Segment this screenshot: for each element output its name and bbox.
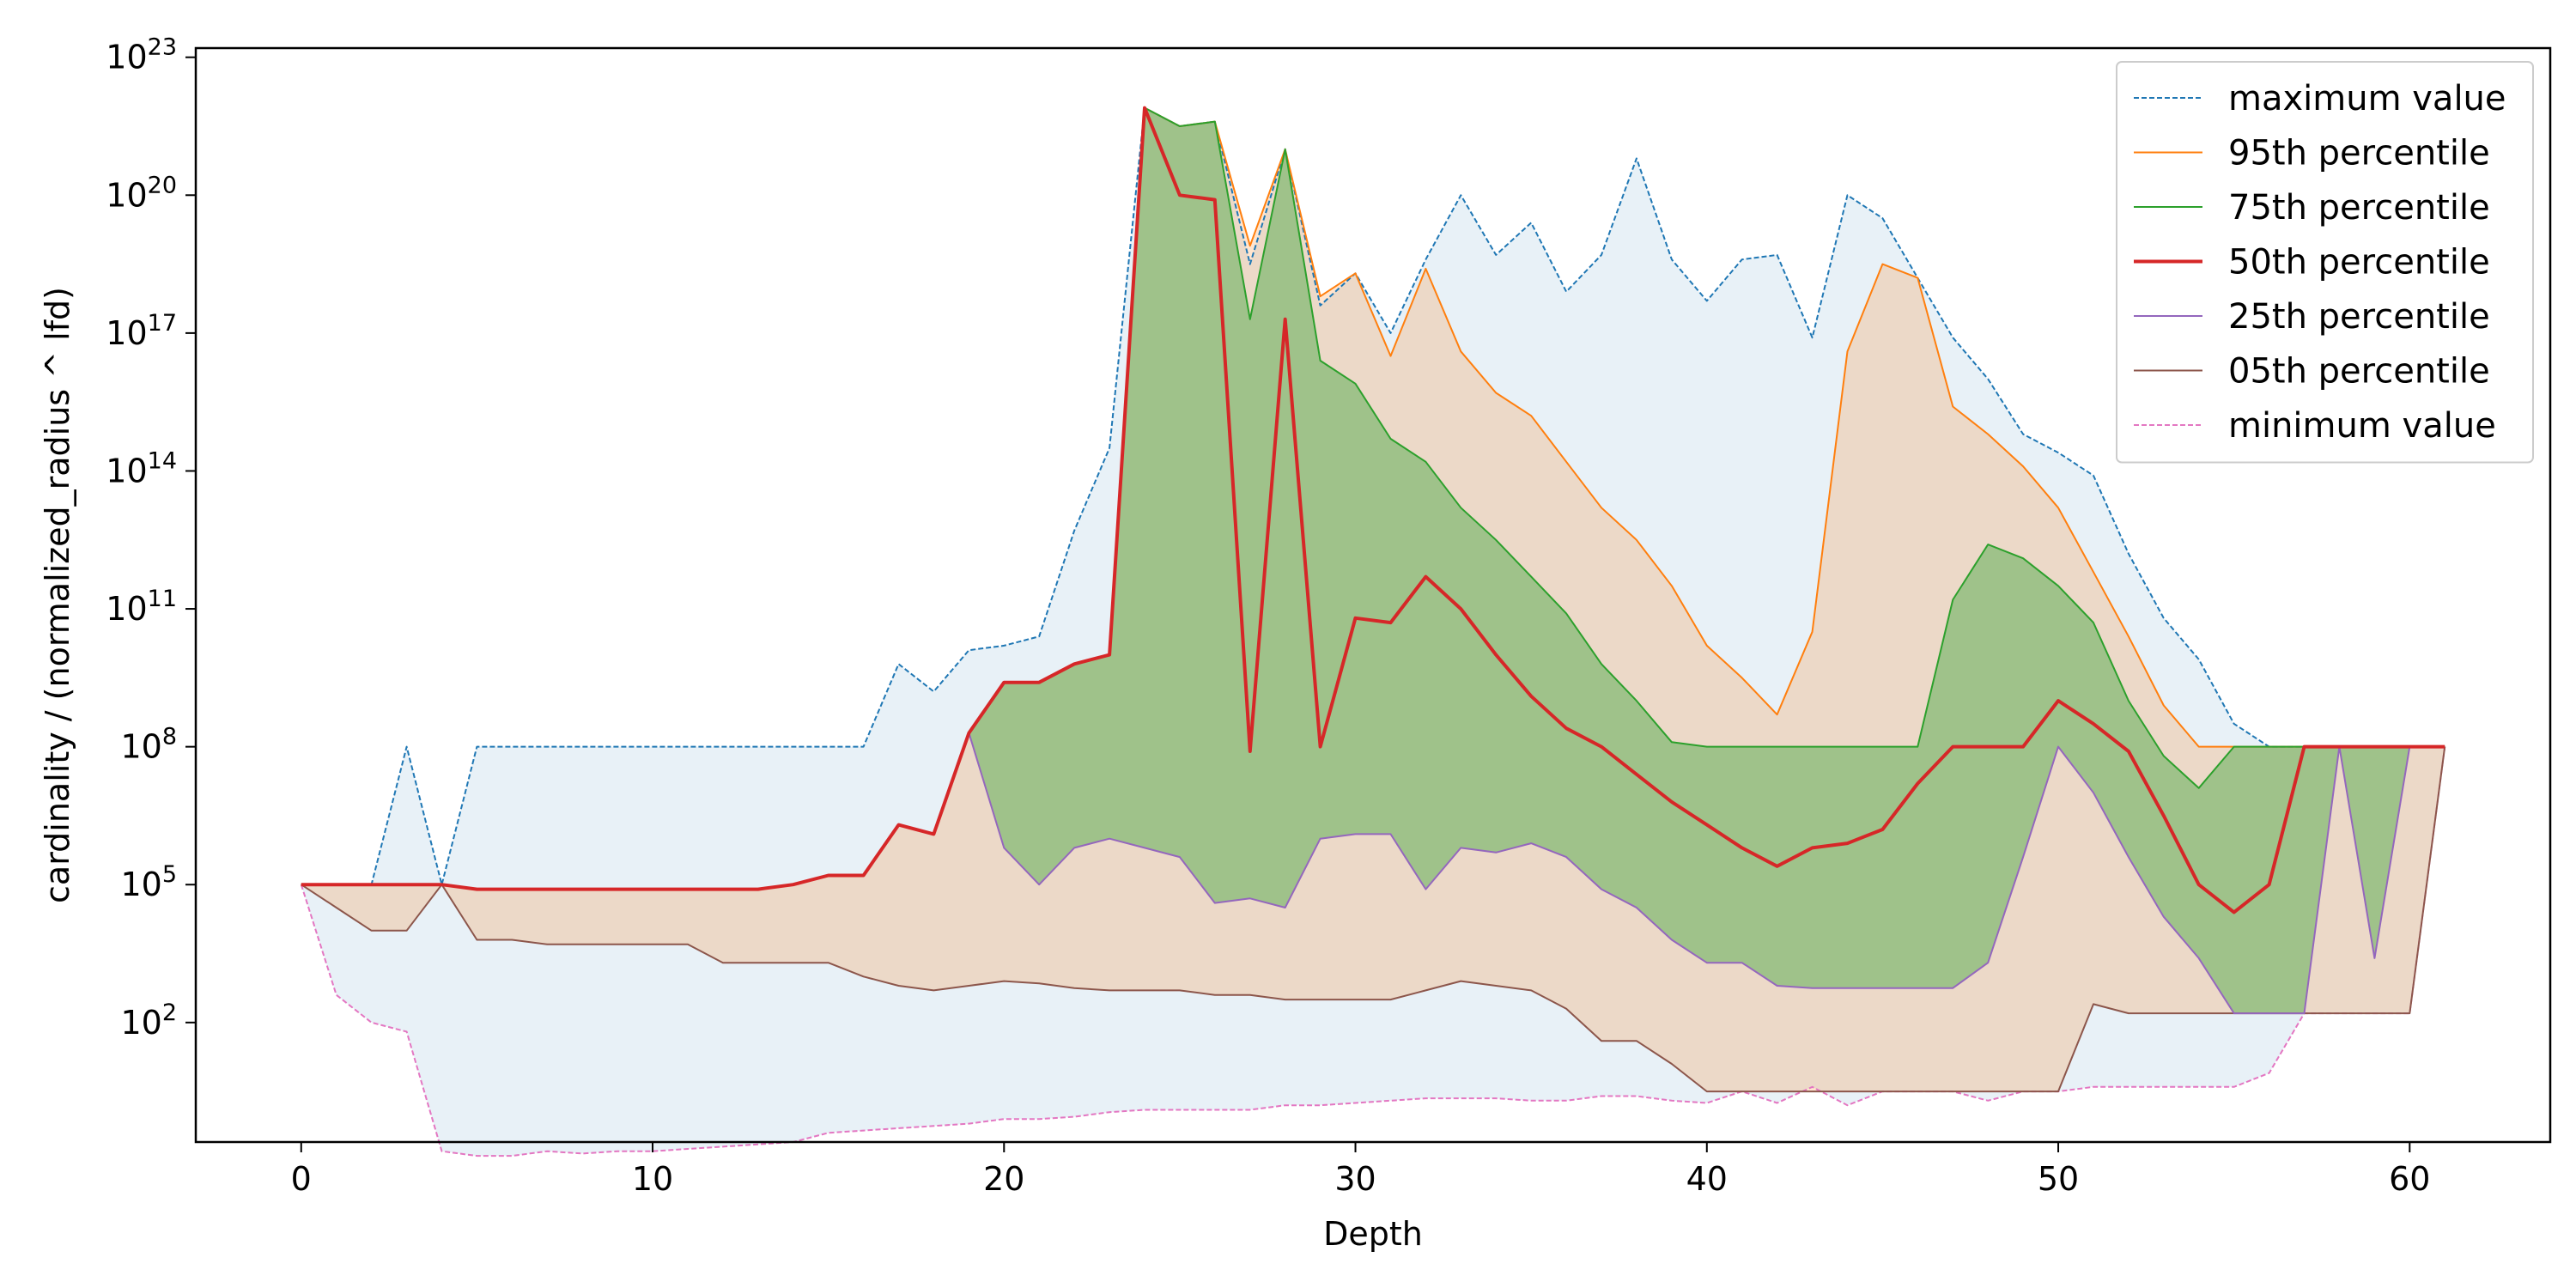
x-tick-label: 60 [2389, 1160, 2430, 1198]
legend-label: 50th percentile [2228, 243, 2490, 283]
y-axis-ticks: 102 105 108 1011 1014 1017 1020 1023 [106, 34, 196, 1042]
band-25-75 [301, 107, 2445, 1014]
x-tick-label: 40 [1686, 1160, 1728, 1198]
y-tick-label: 1011 [106, 586, 177, 628]
legend: maximum value 95th percentile 75th percent… [2116, 61, 2534, 464]
y-tick-label: 1017 [106, 310, 177, 352]
y-tick-label: 102 [120, 999, 177, 1042]
legend-label: 25th percentile [2228, 297, 2490, 337]
y-tick-label: 105 [120, 861, 177, 903]
y-tick-label: 1014 [106, 447, 177, 489]
band-min-max [301, 107, 2445, 1157]
legend-label: 05th percentile [2228, 352, 2490, 392]
y-axis-label: cardinality / (normalized_radius ^ lfd) [39, 287, 76, 903]
legend-label: 95th percentile [2228, 134, 2490, 173]
y-tick-label: 1020 [106, 172, 177, 214]
y-tick-label: 108 [120, 724, 177, 766]
series-line-minimum-value [300, 746, 2446, 1157]
series-line-05th-percentile [301, 746, 2446, 1093]
band-05-95 [301, 107, 2445, 1092]
x-tick-label: 50 [2038, 1160, 2079, 1198]
x-axis-ticks: 0 10 20 30 40 50 60 [291, 1142, 2430, 1198]
plot-frame [194, 46, 2552, 1144]
x-tick-label: 30 [1334, 1160, 1376, 1198]
legend-box [2116, 61, 2534, 464]
x-tick-label: 10 [632, 1160, 673, 1198]
series-line-50th-percentile [301, 106, 2445, 914]
x-axis-label: Depth [1323, 1215, 1423, 1253]
x-tick-label: 0 [291, 1160, 312, 1198]
y-tick-label: 1023 [106, 34, 177, 76]
series-lines [300, 106, 2446, 1157]
legend-label: minimum value [2228, 406, 2496, 446]
fill-bands [301, 107, 2445, 1157]
legend-label: 75th percentile [2228, 188, 2490, 228]
legend-label: maximum value [2228, 79, 2506, 118]
x-tick-label: 20 [983, 1160, 1024, 1198]
series-line-maximum-value [301, 106, 2445, 886]
